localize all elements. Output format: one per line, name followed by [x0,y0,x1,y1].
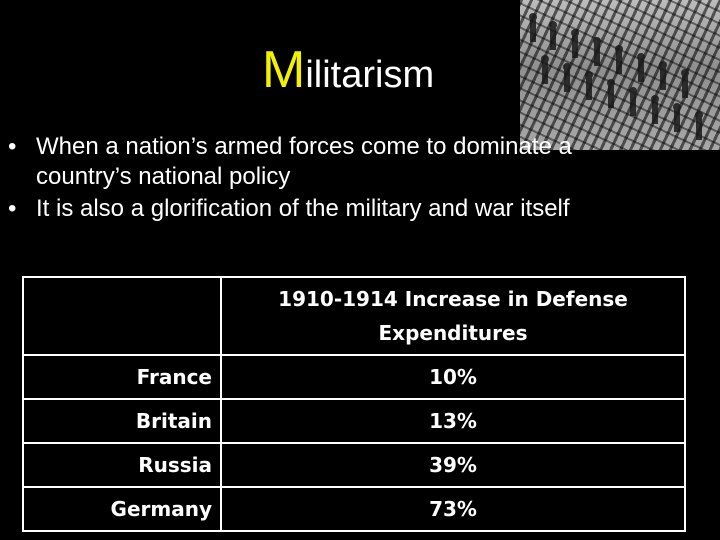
increase-cell: 39% [220,442,686,488]
photo-soldier-silhouettes [529,13,703,140]
country-cell: Britain [22,398,222,444]
table-row: Germany 73% [22,486,686,532]
table-header-row: 1910-1914 Increase in Defense Expenditur… [22,276,686,356]
title-first-letter: M [262,41,306,99]
table-row: France 10% [22,354,686,400]
bullet-item: • It is also a glorification of the mili… [8,194,648,224]
table-row: Britain 13% [22,398,686,444]
bullet-dot-icon: • [8,195,17,222]
increase-cell: 10% [220,354,686,400]
marching-soldiers-photo [520,0,720,150]
bullet-list: • When a nation’s armed forces come to d… [8,132,648,226]
increase-cell: 13% [220,398,686,444]
bullet-text: When a nation’s armed forces come to dom… [36,133,572,190]
country-cell: Russia [22,442,222,488]
bullet-text: It is also a glorification of the milita… [36,195,570,222]
slide-title: Militarism [262,40,434,100]
table-corner-cell [22,276,222,356]
defense-expenditure-table: 1910-1914 Increase in Defense Expenditur… [22,276,686,532]
country-cell: France [22,354,222,400]
title-rest: ilitarism [305,54,435,96]
table-header: 1910-1914 Increase in Defense Expenditur… [220,276,686,356]
bullet-item: • When a nation’s armed forces come to d… [8,132,648,192]
increase-cell: 73% [220,486,686,532]
country-cell: Germany [22,486,222,532]
bullet-dot-icon: • [8,133,17,160]
table-row: Russia 39% [22,442,686,488]
